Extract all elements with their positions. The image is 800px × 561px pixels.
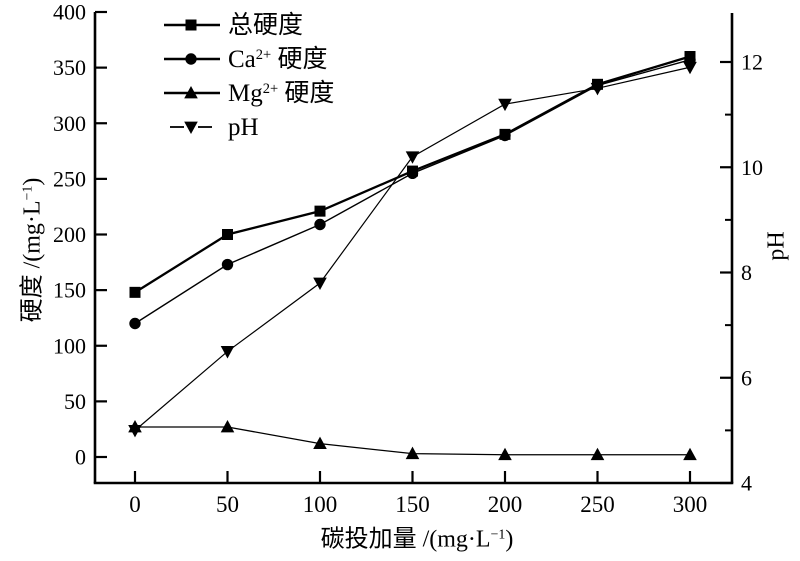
ca-hardness-marker-50 [221,258,234,271]
ph-marker-200 [498,98,512,112]
y-left-tick-label: 0 [75,445,86,470]
ph-marker-250 [590,82,605,96]
ph-marker-50 [220,346,235,359]
y-left-tick-label: 300 [53,111,86,136]
ca-hardness-marker-0 [129,317,141,330]
y-left-tick-label: 350 [53,55,86,80]
mg-hardness-marker-100 [313,436,327,450]
legend-marker-circle [185,53,197,65]
ph-marker-150 [405,151,420,164]
ca-hardness-marker-100 [314,218,326,231]
x-tick-label: 300 [673,492,708,517]
legend-item-total-hardness: 总硬度 [163,8,334,42]
legend-item-ca-hardness: Ca2+ 硬度 [163,42,334,76]
ph-marker-300 [683,61,697,75]
legend-marker-triangle-up [184,86,198,99]
y-right-tick-label: 10 [741,155,763,180]
y-axis-label-left: 硬度 /(mg·L−1) [19,177,46,323]
y-left-tick-label: 150 [53,278,86,303]
legend-label-total-hardness: 总硬度 [228,11,304,39]
legend-glyph-triangle-down-icon [170,121,212,134]
legend-glyph-circle-icon [164,53,220,65]
x-tick-label: 100 [303,492,338,517]
total-hardness-marker-0 [129,286,141,298]
x-tick-label: 250 [580,492,615,517]
legend-label-mg-hardness: Mg2+ 硬度 [228,79,335,107]
mg-hardness-marker-300 [683,447,697,461]
legend-label-ph: pH [228,113,259,141]
mg-hardness-marker-150 [405,446,420,460]
y-left-tick-label: 400 [53,0,86,25]
legend: 总硬度 Ca2+ 硬度 Mg2+ 硬度 pH [163,8,334,144]
legend-marker-square [185,19,197,31]
ca-hardness-marker-200 [499,129,511,142]
legend-marker-triangle-down [184,121,198,134]
x-axis-label: 碳投加量 /(mg·L−1) [320,526,514,553]
ph-marker-0 [128,424,142,438]
x-tick-label: 200 [488,492,523,517]
y-right-tick-label: 6 [741,365,752,390]
mg-hardness-marker-200 [498,447,512,461]
y-left-tick-label: 200 [53,222,86,247]
ca-hardness-marker-150 [406,167,419,180]
x-tick-label: 0 [129,492,141,517]
mg-hardness-marker-50 [220,419,235,433]
ph-marker-100 [313,277,327,291]
legend-label-ca-hardness: Ca2+ 硬度 [228,45,328,73]
y-axis-label-right: pH [763,231,790,261]
legend-glyph-square-icon [164,19,220,31]
y-left-tick-label: 50 [64,389,86,414]
y-right-tick-label: 8 [741,260,752,285]
total-hardness-marker-100 [314,205,326,217]
y-left-tick-label: 250 [53,166,86,191]
legend-glyph-triangle-up-icon [164,86,220,99]
x-tick-label: 150 [395,492,430,517]
y-right-tick-label: 4 [741,471,752,496]
mg-hardness-marker-250 [590,447,605,461]
y-left-tick-label: 100 [53,333,86,358]
total-hardness-marker-50 [222,229,233,240]
legend-item-ph: pH [163,110,334,144]
legend-item-mg-hardness: Mg2+ 硬度 [163,76,334,110]
y-right-tick-label: 12 [741,50,763,75]
x-tick-label: 50 [216,492,239,517]
